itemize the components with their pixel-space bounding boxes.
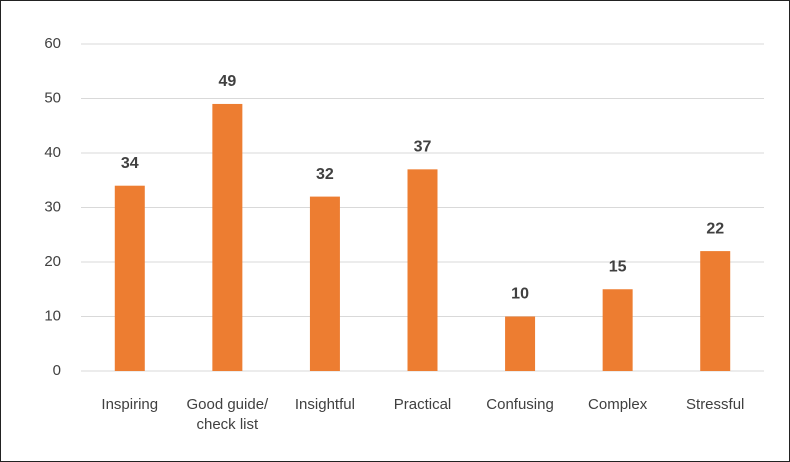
data-label: 10 — [511, 286, 529, 303]
data-label: 49 — [218, 73, 236, 90]
data-label: 37 — [414, 139, 432, 156]
x-tick-label: Practical — [393, 396, 452, 413]
bar — [114, 185, 145, 371]
x-tick-label: Insightful — [294, 396, 355, 413]
bar — [407, 169, 438, 371]
y-tick-label: 20 — [44, 253, 61, 270]
bar — [505, 316, 536, 371]
y-tick-label: 10 — [44, 307, 61, 324]
bar — [212, 103, 243, 371]
x-tick-label: Complex — [588, 396, 648, 413]
y-tick-label: 60 — [44, 35, 61, 52]
data-label: 34 — [121, 155, 139, 172]
x-tick-label: Stressful — [686, 396, 745, 413]
x-tick-label: Confusing — [486, 396, 554, 413]
data-label: 32 — [316, 166, 334, 183]
x-tick-label: Inspiring — [101, 396, 159, 413]
data-label: 15 — [609, 258, 627, 275]
x-tick-label: Good guide/ check list — [186, 396, 269, 433]
y-tick-label: 50 — [44, 89, 61, 106]
bar — [602, 289, 633, 371]
bar — [309, 196, 340, 371]
data-label: 22 — [706, 220, 724, 237]
bar — [700, 251, 731, 371]
y-tick-label: 0 — [53, 362, 61, 379]
y-tick-label: 30 — [44, 198, 61, 215]
y-tick-label: 40 — [44, 144, 61, 161]
